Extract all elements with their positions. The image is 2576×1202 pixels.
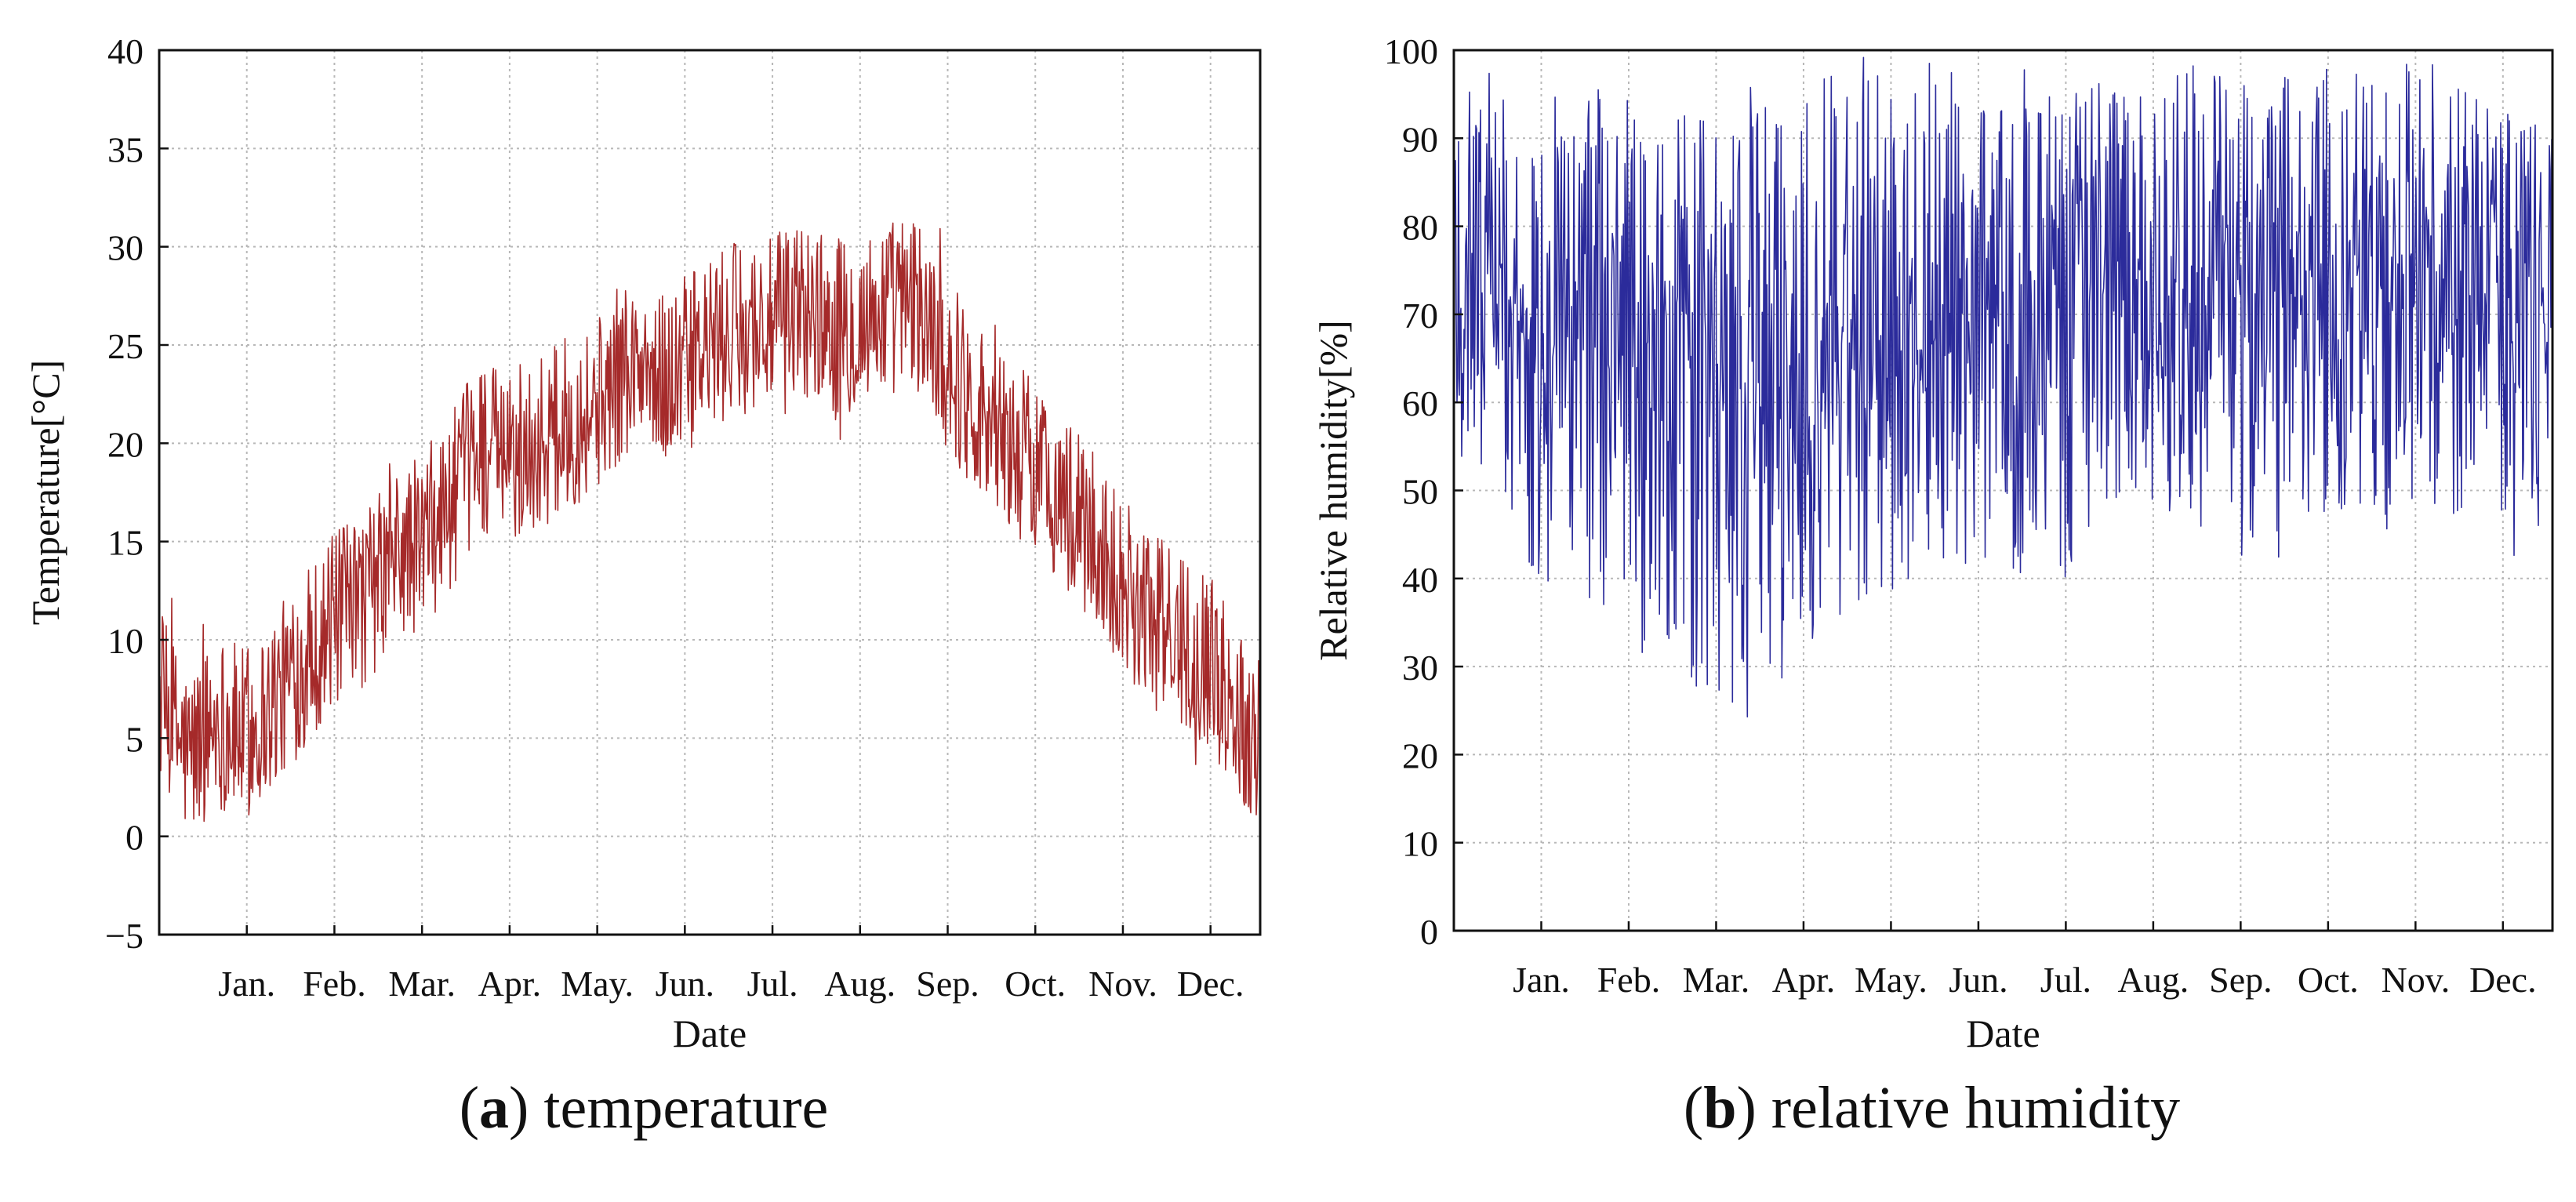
caption-letter: a	[479, 1075, 510, 1141]
x-tick-label: Jul.	[2040, 960, 2091, 1000]
y-tick-label: 0	[125, 818, 144, 858]
y-axis-title: Temperature[°C]	[24, 360, 67, 626]
y-tick-label: −5	[105, 916, 144, 956]
x-axis-title: Date	[1966, 1011, 2040, 1055]
x-tick-label: Dec.	[2469, 960, 2537, 1000]
y-tick-label: 30	[107, 228, 144, 268]
caption-text: ) temperature	[509, 1075, 829, 1141]
y-tick-label: 70	[1402, 296, 1438, 336]
x-tick-label: May.	[561, 964, 634, 1004]
y-tick-label: 100	[1384, 31, 1438, 71]
x-tick-label: Mar.	[388, 964, 456, 1004]
x-tick-label: Aug.	[2118, 960, 2189, 1000]
humidity-chart: 0 10 20 30 40 50 60 70 80 90 100 Jan. Feb. Mar. Apr. Ma…	[1311, 31, 2554, 1055]
x-tick-label: Oct.	[2298, 960, 2359, 1000]
x-tick-label: Sep.	[916, 964, 979, 1004]
y-tick-label: 35	[107, 129, 144, 169]
caption-open-paren: (	[1683, 1075, 1704, 1141]
x-tick-label: May.	[1855, 960, 1927, 1000]
x-tick-label: Oct.	[1005, 964, 1066, 1004]
caption-humidity: (b) relative humidity	[1288, 1074, 2576, 1142]
panel-humidity: 0 10 20 30 40 50 60 70 80 90 100 Jan. Feb. Mar. Apr. Ma…	[1288, 0, 2576, 1202]
x-tick-label: Aug.	[824, 964, 896, 1004]
y-axis-title: Relative humidity[%]	[1311, 320, 1355, 661]
y-tick-label: 15	[107, 523, 144, 563]
caption-temperature: (a) temperature	[0, 1074, 1288, 1142]
y-tick-label: 20	[107, 424, 144, 464]
y-tick-label: 30	[1402, 648, 1438, 688]
x-tick-label: Jul.	[747, 964, 798, 1004]
y-tick-label: 50	[1402, 472, 1438, 512]
x-tick-label: Jun.	[1949, 960, 2007, 1000]
temperature-chart: −5 0 5 10 15 20 25 30 35 40 Jan. Feb. Mar. Apr. May. Ju…	[24, 31, 1262, 1055]
x-tick-label: Jan.	[218, 964, 275, 1004]
x-tick-label: Feb.	[303, 964, 366, 1004]
y-tick-label: 90	[1402, 119, 1438, 159]
x-tick-label: Apr.	[1772, 960, 1836, 1000]
x-tick-label: Nov.	[2381, 960, 2450, 1000]
series-line-temperature	[158, 222, 1261, 823]
x-tick-label: Sep.	[2209, 960, 2273, 1000]
x-tick-label: Jan.	[1513, 960, 1570, 1000]
y-tick-label: 5	[125, 719, 144, 759]
x-tick-label: Feb.	[1597, 960, 1660, 1000]
caption-open-paren: (	[459, 1075, 480, 1141]
panel-temperature: −5 0 5 10 15 20 25 30 35 40 Jan. Feb. Mar. Apr. May. Ju…	[0, 31, 1288, 1142]
y-tick-label: 0	[1420, 912, 1438, 952]
y-tick-label: 80	[1402, 208, 1438, 248]
gridlines	[159, 49, 1260, 935]
y-tick-label: 60	[1402, 383, 1438, 423]
x-tick-label: Mar.	[1683, 960, 1750, 1000]
y-tick-label: 10	[107, 621, 144, 661]
y-tick-label: 10	[1402, 824, 1438, 864]
y-tick-label: 25	[107, 326, 144, 366]
series-line-relative-humidity	[1453, 56, 2553, 718]
y-tick-label: 40	[107, 31, 144, 71]
x-tick-label: Jun.	[656, 964, 714, 1004]
y-tick-label: 40	[1402, 560, 1438, 600]
x-tick-label: Apr.	[478, 964, 542, 1004]
x-tick-label: Dec.	[1177, 964, 1244, 1004]
x-tick-label: Nov.	[1088, 964, 1157, 1004]
y-tick-label: 20	[1402, 735, 1438, 775]
caption-text: ) relative humidity	[1736, 1075, 2181, 1141]
plot-frame	[158, 49, 1262, 936]
x-axis-title: Date	[673, 1011, 747, 1055]
caption-letter: b	[1703, 1075, 1737, 1141]
